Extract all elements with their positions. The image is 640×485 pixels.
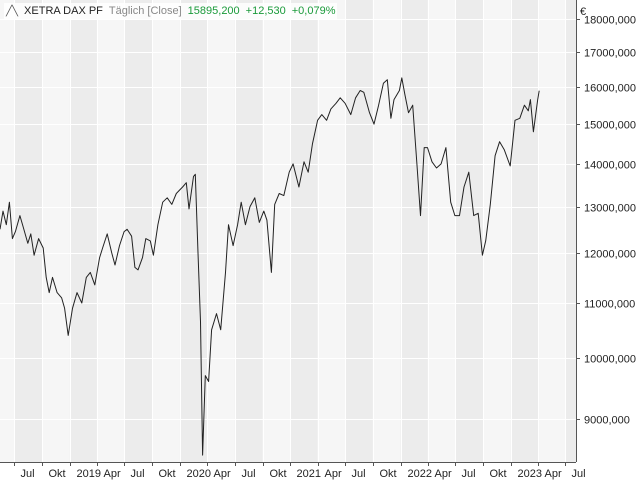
y-tick-label: 9000,000 — [584, 415, 630, 427]
legend-last: 15895,200 — [187, 5, 240, 17]
y-tick-label: 14000,000 — [584, 160, 636, 172]
chart-legend: ╱╲ XETRA DAX PF Täglich [Close] 15895,20… — [4, 3, 338, 19]
y-tick-label: 12000,000 — [584, 249, 636, 261]
quarter-band — [69, 0, 97, 462]
gridlines — [14, 0, 566, 462]
x-tick-label: Okt — [380, 468, 397, 480]
y-axis: 9000,000 10000,000 11000,000 12000,000 13000… — [576, 0, 636, 462]
x-tick-label: Jul — [572, 468, 586, 480]
quarter-band — [124, 0, 153, 462]
y-tick-label: 15000,000 — [584, 120, 636, 132]
line-chart-icon: ╱╲ — [6, 5, 19, 17]
quarter-band — [345, 0, 373, 462]
y-tick-label: 10000,000 — [584, 354, 636, 366]
x-tick-label: Apr — [214, 468, 231, 480]
y-tick-label: 11000,000 — [584, 299, 635, 311]
x-tick-label: Jul — [352, 468, 366, 480]
series-line — [0, 77, 540, 456]
y-tick-label: 16000,000 — [584, 83, 636, 95]
x-tick-label: 2020 — [187, 468, 211, 480]
legend-instrument: XETRA DAX PF — [24, 5, 103, 17]
x-tick-label: Jul — [242, 468, 256, 480]
quarter-band — [400, 0, 428, 462]
quarter-band — [14, 0, 42, 462]
x-tick-label: Apr — [104, 468, 121, 480]
x-tick-label: Jul — [21, 468, 35, 480]
x-tick-label: Apr — [325, 468, 342, 480]
x-tick-label: Apr — [435, 468, 452, 480]
x-tick-label: 2023 — [518, 468, 542, 480]
quarter-band — [234, 0, 263, 462]
x-tick-label: Okt — [270, 468, 287, 480]
x-tick-label: 2022 — [408, 468, 432, 480]
y-tick-label: 17000,000 — [584, 48, 636, 60]
x-tick-label: 2021 — [297, 468, 321, 480]
currency-label: € — [580, 6, 586, 18]
legend-change-pct: +0,079% — [291, 5, 336, 17]
legend-change: +12,530 — [245, 5, 286, 17]
plot-background — [0, 0, 576, 462]
y-tick-label: 18000,000 — [584, 15, 636, 27]
quarter-band — [455, 0, 484, 462]
quarter-band — [290, 0, 318, 462]
x-tick-label: Okt — [49, 468, 66, 480]
legend-period: Täglich [Close] — [108, 5, 182, 17]
quarter-band — [179, 0, 208, 462]
x-tick-label: Jul — [131, 468, 145, 480]
x-tick-label: 2019 — [77, 468, 101, 480]
y-tick-label: 13000,000 — [584, 203, 636, 215]
x-tick-label: Okt — [159, 468, 176, 480]
x-tick-label: Okt — [490, 468, 507, 480]
x-axis: Jul Okt 2019 Apr Jul Okt 2020 Apr Jul Okt 2021 Apr J… — [0, 462, 586, 480]
x-tick-label: Jul — [462, 468, 476, 480]
quarter-band — [565, 0, 576, 462]
quarter-band — [510, 0, 538, 462]
x-tick-label: Apr — [545, 468, 562, 480]
